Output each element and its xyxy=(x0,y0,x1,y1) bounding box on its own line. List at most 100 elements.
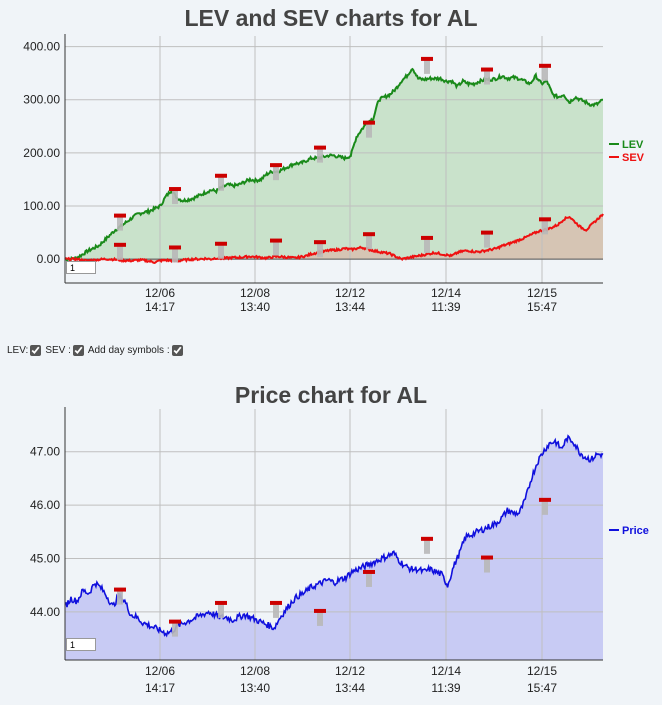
price-day-symbol xyxy=(539,497,551,502)
price-day-symbol xyxy=(363,569,375,574)
price-day-symbol-stem xyxy=(317,611,323,626)
sev-day-symbol xyxy=(539,217,551,222)
y-tick-label: 400.00 xyxy=(23,40,60,54)
y-tick-label: 47.00 xyxy=(30,445,60,459)
price-day-symbol xyxy=(314,608,326,613)
x-tick-date: 12/15 xyxy=(527,664,557,678)
price-area xyxy=(65,435,603,660)
y-tick-label: 100.00 xyxy=(23,199,60,213)
price-zoom-input[interactable] xyxy=(66,638,96,651)
lev-day-symbol xyxy=(270,163,282,168)
sev-day-symbol-stem xyxy=(542,220,548,235)
lev-toggle-label: LEV: xyxy=(7,345,29,356)
legend-lev-label: LEV xyxy=(622,139,644,151)
x-tick-time: 11:39 xyxy=(431,681,460,695)
lev-day-symbol-stem xyxy=(273,166,279,181)
x-tick-date: 12/06 xyxy=(145,664,175,678)
lev-day-symbol-stem xyxy=(172,190,178,205)
y-tick-label: 46.00 xyxy=(30,498,60,512)
sev-area xyxy=(65,213,603,263)
sev-toggle[interactable]: SEV : xyxy=(45,345,84,356)
price-day-symbol-stem xyxy=(366,572,372,587)
x-tick-date: 12/14 xyxy=(431,286,461,300)
price-day-symbol xyxy=(169,619,181,624)
lev-day-symbol-stem xyxy=(484,70,490,85)
price-day-symbol-stem xyxy=(542,500,548,515)
price-day-symbol-stem xyxy=(172,622,178,637)
lev-checkbox[interactable] xyxy=(30,345,42,356)
lev-day-symbol xyxy=(169,187,181,192)
x-tick-time: 11:39 xyxy=(431,300,460,314)
lev-day-symbol-stem xyxy=(424,59,430,74)
chart-title: Price chart for AL xyxy=(235,382,427,408)
day-symbols-checkbox[interactable] xyxy=(171,345,183,356)
sev-day-symbol-stem xyxy=(273,241,279,256)
y-tick-label: 0.00 xyxy=(37,252,61,266)
day-symbols-label: Add day symbols : xyxy=(87,345,170,356)
price-day-symbol-stem xyxy=(424,539,430,554)
sev-day-symbol xyxy=(270,238,282,243)
chart-controls: LEV: SEV : Add day symbols : xyxy=(7,345,187,356)
lev-toggle[interactable]: LEV: xyxy=(7,345,42,356)
sev-day-symbol-stem xyxy=(172,248,178,263)
sev-line xyxy=(64,213,604,265)
sev-day-symbol-stem xyxy=(218,244,224,259)
y-tick-label: 200.00 xyxy=(23,146,60,160)
sev-day-symbol xyxy=(169,245,181,250)
x-tick-time: 15:47 xyxy=(527,681,557,695)
legend-sev-label: SEV xyxy=(622,152,645,164)
sev-checkbox[interactable] xyxy=(72,345,84,356)
lev-day-symbol xyxy=(215,173,227,178)
price-day-symbol xyxy=(215,600,227,605)
sev-day-symbol xyxy=(314,240,326,245)
sev-day-symbol xyxy=(114,242,126,247)
price-day-symbol-stem xyxy=(117,590,123,605)
x-tick-time: 14:17 xyxy=(145,681,175,695)
lev-day-symbol-stem xyxy=(117,216,123,231)
x-tick-date: 12/12 xyxy=(335,664,365,678)
sev-day-symbol-stem xyxy=(484,233,490,248)
lev-day-symbol xyxy=(314,145,326,150)
sev-day-symbol-stem xyxy=(317,243,323,258)
x-tick-time: 15:47 xyxy=(527,300,557,314)
sev-day-symbol-stem xyxy=(366,235,372,250)
price-day-symbol-stem xyxy=(484,558,490,573)
lev-day-symbol-stem xyxy=(366,123,372,138)
price-day-symbol xyxy=(421,536,433,541)
price-day-symbol xyxy=(114,587,126,592)
chart-title: LEV and SEV charts for AL xyxy=(184,5,477,31)
x-tick-time: 14:17 xyxy=(145,300,175,314)
y-tick-label: 45.00 xyxy=(30,552,60,566)
x-tick-time: 13:40 xyxy=(240,300,270,314)
price-day-symbol xyxy=(270,600,282,605)
x-tick-time: 13:44 xyxy=(335,300,365,314)
sev-day-symbol-stem xyxy=(424,238,430,253)
sev-toggle-label: SEV : xyxy=(45,345,71,356)
day-symbols-toggle[interactable]: Add day symbols : xyxy=(88,345,183,356)
y-tick-label: 44.00 xyxy=(30,605,60,619)
sev-day-symbol xyxy=(363,232,375,237)
x-tick-date: 12/15 xyxy=(527,286,557,300)
lev-day-symbol-stem xyxy=(542,66,548,81)
lev-line xyxy=(64,67,603,263)
lev-day-symbol-stem xyxy=(218,176,224,191)
x-tick-date: 12/12 xyxy=(335,286,365,300)
x-tick-date: 12/08 xyxy=(240,286,270,300)
x-tick-time: 13:40 xyxy=(240,681,270,695)
lev-day-symbol xyxy=(481,67,493,72)
lev-day-symbol xyxy=(421,56,433,61)
y-tick-label: 300.00 xyxy=(23,93,60,107)
legend-price-label: Price xyxy=(622,525,649,537)
sev-day-symbol xyxy=(215,241,227,246)
lev-day-symbol xyxy=(114,213,126,218)
lev-sev-zoom-input[interactable] xyxy=(66,261,96,274)
price-line xyxy=(64,434,604,638)
x-tick-date: 12/08 xyxy=(240,664,270,678)
lev-day-symbol xyxy=(539,63,551,68)
sev-day-symbol-stem xyxy=(117,245,123,260)
x-tick-time: 13:44 xyxy=(335,681,365,695)
sev-day-symbol xyxy=(481,230,493,235)
price-day-symbol-stem xyxy=(273,603,279,618)
price-day-symbol xyxy=(481,555,493,560)
